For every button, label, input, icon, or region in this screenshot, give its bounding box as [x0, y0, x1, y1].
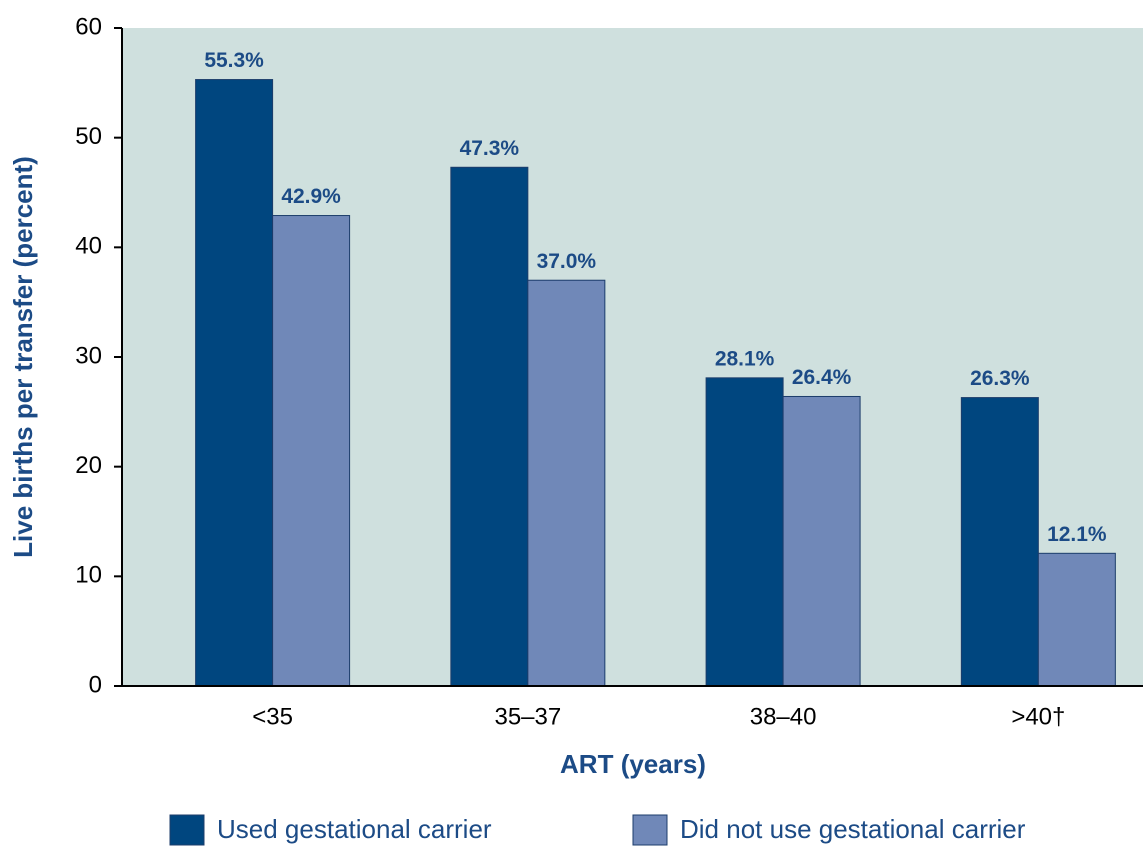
- y-tick-label: 40: [75, 233, 102, 260]
- x-tick-label: <35: [252, 703, 293, 730]
- y-tick-label: 0: [89, 671, 102, 698]
- value-label: 55.3%: [204, 49, 264, 72]
- value-label: 37.0%: [537, 250, 597, 273]
- y-tick-label: 60: [75, 13, 102, 40]
- y-tick-label: 20: [75, 452, 102, 479]
- value-label: 42.9%: [281, 185, 341, 208]
- bar: [527, 279, 606, 687]
- bar: [705, 377, 784, 687]
- y-axis-title: Live births per transfer (percent): [8, 156, 38, 558]
- legend-swatch: [169, 814, 205, 846]
- y-tick-label: 50: [75, 123, 102, 150]
- bar: [960, 397, 1039, 687]
- value-label: 12.1%: [1047, 523, 1107, 546]
- legend-swatch: [632, 814, 668, 846]
- bar: [450, 166, 529, 687]
- bar: [1037, 552, 1116, 687]
- y-tick-label: 30: [75, 342, 102, 369]
- value-label: 26.3%: [970, 367, 1030, 390]
- x-tick-label: 35–37: [494, 703, 561, 730]
- bar: [195, 79, 274, 687]
- x-axis-title: ART (years): [560, 749, 706, 779]
- value-label: 28.1%: [715, 347, 775, 370]
- legend-label: Did not use gestational carrier: [680, 814, 1026, 844]
- x-tick-label: 38–40: [750, 703, 817, 730]
- value-label: 26.4%: [792, 366, 852, 389]
- bar: [782, 395, 861, 687]
- legend-label: Used gestational carrier: [217, 814, 492, 844]
- bar: [272, 215, 351, 687]
- x-tick-label: >40†: [1011, 703, 1065, 730]
- value-label: 47.3%: [460, 137, 520, 160]
- y-tick-label: 10: [75, 562, 102, 589]
